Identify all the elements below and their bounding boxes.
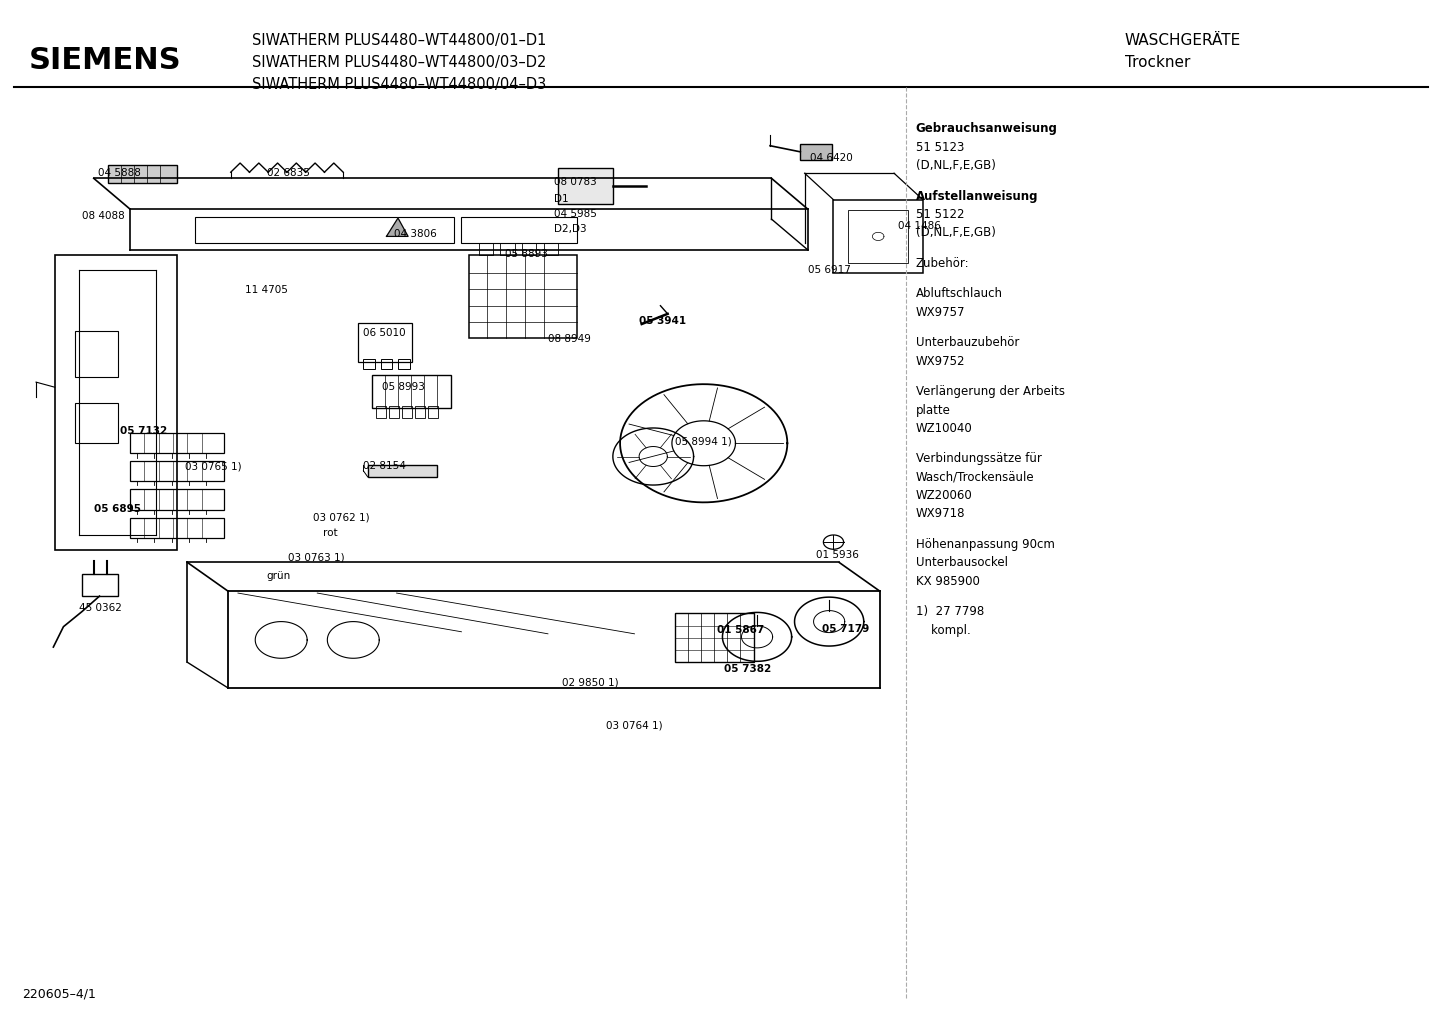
Text: 05 8893: 05 8893 — [505, 249, 548, 259]
Bar — [108, 165, 177, 183]
Bar — [428, 406, 438, 418]
Bar — [358, 323, 412, 362]
Bar — [372, 375, 451, 408]
Text: 05 8993: 05 8993 — [382, 382, 425, 392]
Bar — [402, 406, 412, 418]
Text: D1: D1 — [554, 194, 568, 204]
Text: WX9752: WX9752 — [916, 355, 965, 368]
Bar — [130, 461, 224, 481]
Bar — [675, 613, 754, 662]
Bar — [398, 359, 410, 369]
Text: 05 3941: 05 3941 — [639, 316, 686, 326]
Bar — [195, 217, 454, 243]
Text: 01 5867: 01 5867 — [717, 625, 764, 635]
Polygon shape — [386, 218, 408, 236]
Text: (D,NL,F,E,GB): (D,NL,F,E,GB) — [916, 226, 995, 239]
Text: 05 7132: 05 7132 — [120, 426, 167, 436]
Text: platte: platte — [916, 404, 950, 417]
Bar — [130, 489, 224, 510]
Text: 02 6835: 02 6835 — [267, 168, 310, 178]
Text: 05 7179: 05 7179 — [822, 624, 870, 634]
Text: Verlängerung der Arbeits: Verlängerung der Arbeits — [916, 385, 1064, 398]
Text: Gebrauchsanweisung: Gebrauchsanweisung — [916, 122, 1057, 136]
Text: D2,D3: D2,D3 — [554, 224, 587, 234]
Text: 51 5122: 51 5122 — [916, 208, 965, 221]
Text: Verbindungssätze für: Verbindungssätze für — [916, 452, 1041, 466]
Text: Abluftschlauch: Abluftschlauch — [916, 287, 1002, 301]
Text: 03 0765 1): 03 0765 1) — [185, 462, 241, 472]
Bar — [376, 406, 386, 418]
Text: SIWATHERM PLUS4480–WT44800/03–D2: SIWATHERM PLUS4480–WT44800/03–D2 — [252, 55, 547, 70]
Text: 03 0762 1): 03 0762 1) — [313, 513, 369, 523]
Text: 04 5985: 04 5985 — [554, 209, 597, 219]
Text: (D,NL,F,E,GB): (D,NL,F,E,GB) — [916, 159, 995, 172]
Text: 08 4088: 08 4088 — [82, 211, 125, 221]
Text: WX9718: WX9718 — [916, 507, 965, 521]
Text: Wasch/Trockensäule: Wasch/Trockensäule — [916, 471, 1034, 484]
Text: 08 8949: 08 8949 — [548, 334, 591, 344]
Bar — [55, 255, 177, 550]
Text: 02 8154: 02 8154 — [363, 461, 407, 471]
Text: 03 0764 1): 03 0764 1) — [606, 720, 662, 731]
Text: SIWATHERM PLUS4480–WT44800/04–D3: SIWATHERM PLUS4480–WT44800/04–D3 — [252, 77, 547, 93]
Text: KX 985900: KX 985900 — [916, 575, 979, 588]
Bar — [500, 243, 515, 255]
Text: 02 9850 1): 02 9850 1) — [562, 678, 619, 688]
Bar — [363, 359, 375, 369]
Bar — [848, 210, 908, 263]
Bar — [381, 359, 392, 369]
Bar — [75, 331, 118, 377]
Text: 11 4705: 11 4705 — [245, 285, 288, 296]
Text: 51 5123: 51 5123 — [916, 141, 965, 154]
Bar — [522, 243, 536, 255]
Text: Höhenanpassung 90cm: Höhenanpassung 90cm — [916, 538, 1054, 551]
Text: Trockner: Trockner — [1125, 55, 1190, 70]
Text: 220605–4/1: 220605–4/1 — [22, 987, 95, 1001]
Bar — [833, 200, 923, 273]
Text: 05 8994 1): 05 8994 1) — [675, 436, 731, 446]
Bar — [558, 168, 613, 204]
Text: grün: grün — [267, 571, 291, 581]
Bar — [544, 243, 558, 255]
Text: WASCHGERÄTE: WASCHGERÄTE — [1125, 33, 1242, 48]
Text: 45 0362: 45 0362 — [79, 603, 123, 613]
Bar — [800, 144, 832, 160]
Text: 05 6917: 05 6917 — [808, 265, 851, 275]
Text: 08 0783: 08 0783 — [554, 177, 597, 187]
Text: SIEMENS: SIEMENS — [29, 46, 182, 74]
Text: 04 6420: 04 6420 — [810, 153, 854, 163]
Text: WZ20060: WZ20060 — [916, 489, 972, 502]
Text: 03 0763 1): 03 0763 1) — [288, 552, 345, 562]
Text: Zubehör:: Zubehör: — [916, 257, 969, 270]
Text: Aufstellanweisung: Aufstellanweisung — [916, 190, 1038, 203]
Text: 04 1486: 04 1486 — [898, 221, 942, 231]
Text: WZ10040: WZ10040 — [916, 422, 972, 435]
Bar — [389, 406, 399, 418]
Text: 1)  27 7798: 1) 27 7798 — [916, 605, 983, 619]
Text: Unterbauzubehör: Unterbauzubehör — [916, 336, 1019, 350]
Text: kompl.: kompl. — [916, 624, 970, 637]
Text: 06 5010: 06 5010 — [363, 328, 407, 338]
Bar — [82, 574, 118, 596]
Bar — [130, 433, 224, 453]
Text: 05 6895: 05 6895 — [94, 504, 141, 515]
Bar — [130, 518, 224, 538]
Text: 05 7382: 05 7382 — [724, 664, 771, 675]
Text: 04 3806: 04 3806 — [394, 229, 437, 239]
Text: WX9757: WX9757 — [916, 306, 965, 319]
Bar — [469, 255, 577, 338]
Text: 04 5888: 04 5888 — [98, 168, 141, 178]
Bar — [368, 465, 437, 477]
Bar — [461, 217, 577, 243]
Text: 01 5936: 01 5936 — [816, 550, 859, 560]
Bar — [75, 403, 118, 443]
Bar — [479, 243, 493, 255]
Text: Unterbausockel: Unterbausockel — [916, 556, 1008, 570]
Text: rot: rot — [323, 528, 337, 538]
Text: SIWATHERM PLUS4480–WT44800/01–D1: SIWATHERM PLUS4480–WT44800/01–D1 — [252, 33, 547, 48]
Bar — [415, 406, 425, 418]
